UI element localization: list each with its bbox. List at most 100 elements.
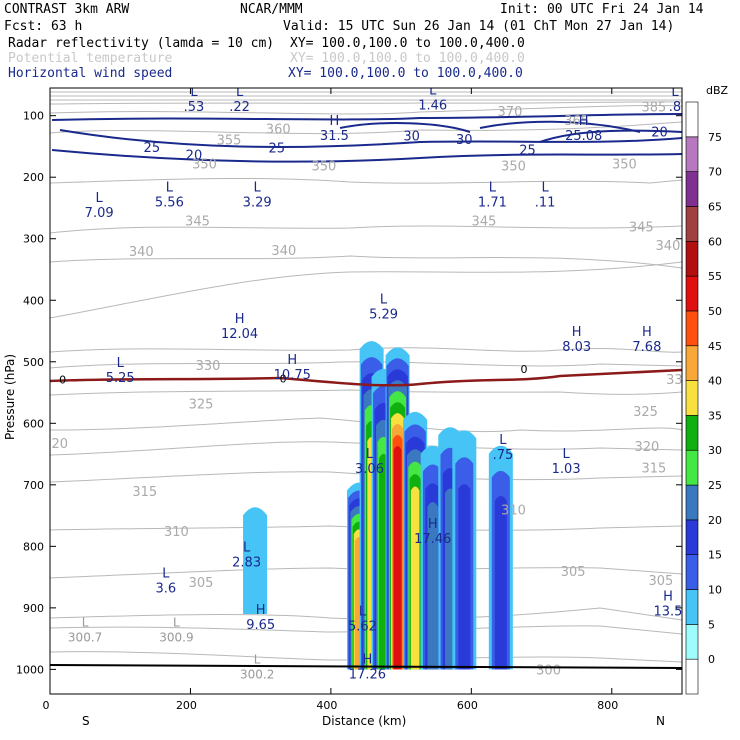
theta-extremum-value: 300.2 bbox=[240, 667, 274, 681]
field-reflectivity-xy: XY= 100.0,100.0 to 100.0,400.0 bbox=[290, 36, 525, 51]
wind-extremum-marker: L bbox=[166, 181, 174, 196]
header-title: CONTRAST 3km ARW bbox=[4, 2, 129, 17]
reflectivity-cell bbox=[458, 484, 471, 670]
field-theta-name: Potential temperature bbox=[8, 51, 173, 66]
colorbar-swatch bbox=[685, 449, 699, 486]
wind-extremum-value: 3.6 bbox=[156, 581, 177, 596]
wind-extremum-value: 31.5 bbox=[320, 129, 349, 144]
wind-extremum-value: 8.03 bbox=[562, 340, 591, 355]
colorbar-label: 75 bbox=[708, 131, 722, 144]
theta-contour-label: 385 bbox=[641, 100, 666, 115]
wind-extremum-value: 5.29 bbox=[369, 307, 398, 322]
wind-extremum-marker: L bbox=[671, 85, 679, 100]
wind-contour-lines bbox=[51, 113, 682, 163]
y-tick-label: 800 bbox=[23, 540, 44, 553]
wind-extremum-value: 12.04 bbox=[221, 327, 258, 342]
colorbar-label: 30 bbox=[708, 444, 722, 457]
theta-contour-label: 305 bbox=[561, 565, 586, 580]
colorbar-title: dBZ bbox=[706, 84, 729, 97]
wind-extremum-value: 25.08 bbox=[565, 129, 602, 144]
colorbar-label: 55 bbox=[708, 270, 722, 283]
wind-extremum-marker: L bbox=[243, 540, 251, 555]
wind-extremum-value: 5.25 bbox=[106, 371, 135, 386]
y-tick-label: 700 bbox=[23, 479, 44, 492]
colorbar-swatch bbox=[685, 380, 699, 416]
wind-extremum-marker: H bbox=[363, 652, 373, 667]
wind-contour-label: 20 bbox=[651, 126, 668, 141]
reflectivity-cells bbox=[243, 341, 513, 670]
theta-contour-label: 320 bbox=[43, 437, 68, 452]
colorbar-label: 10 bbox=[708, 584, 722, 597]
theta-extremum-marker: L bbox=[82, 615, 89, 629]
reflectivity-cell bbox=[393, 445, 402, 670]
theta-contour-label: 330 bbox=[666, 373, 691, 388]
theta-extremum-value: 300.9 bbox=[159, 630, 193, 644]
colorbar-label: 50 bbox=[708, 305, 722, 318]
wind-contour-label: 20 bbox=[186, 148, 203, 163]
header-org: NCAR/MMM bbox=[240, 2, 303, 17]
wind-extremum-marker: H bbox=[235, 312, 245, 327]
wind-extremum-value: 9.65 bbox=[246, 618, 275, 633]
wind-contour-label: 30 bbox=[403, 129, 420, 144]
colorbar-swatch bbox=[685, 206, 699, 242]
y-axis-label: Pressure (hPa) bbox=[3, 354, 17, 440]
x-tick-label: 400 bbox=[316, 699, 337, 712]
wind-contour-label: 25 bbox=[519, 144, 536, 159]
wind-extremum-marker: H bbox=[572, 325, 582, 340]
wind-extremum-marker: H bbox=[642, 325, 652, 340]
wind-extremum-marker: L bbox=[429, 83, 437, 98]
wind-extremum-marker: L bbox=[489, 181, 497, 196]
theta-contour-label: 345 bbox=[185, 214, 210, 229]
wind-extremum-marker: H bbox=[428, 517, 438, 532]
theta-contour-label: 325 bbox=[189, 398, 214, 413]
y-tick-label: 200 bbox=[23, 171, 44, 184]
field-wind-name: Horizontal wind speed bbox=[8, 66, 172, 81]
wind-extremum-value: 2.83 bbox=[232, 555, 261, 570]
y-tick-label: 400 bbox=[23, 294, 44, 307]
wind-extremum-value: .8 bbox=[669, 100, 681, 115]
theta-contour-label: 355 bbox=[217, 134, 242, 149]
theta-extremum-marker: L bbox=[173, 615, 180, 629]
wind-extremum-marker: L bbox=[499, 433, 507, 448]
colorbar-swatch bbox=[685, 484, 699, 521]
colorbar-label: 20 bbox=[708, 514, 722, 527]
field-reflectivity-name: Radar reflectivity (lamda = 10 cm) bbox=[8, 36, 274, 51]
colorbar-swatch bbox=[685, 345, 699, 381]
y-tick-label: 900 bbox=[23, 602, 44, 615]
reflectivity-cell bbox=[410, 486, 420, 670]
theta-contour-label: 365 bbox=[564, 114, 589, 129]
wind-extremum-value: 7.09 bbox=[85, 206, 114, 221]
theta-contour-label: 310 bbox=[501, 503, 526, 518]
colorbar-swatch bbox=[685, 519, 699, 556]
theta-contour-label: 345 bbox=[629, 220, 654, 235]
freezing-level-label: 0 bbox=[280, 372, 287, 385]
colorbar-label: 65 bbox=[708, 200, 722, 213]
wind-extremum-value: .75 bbox=[493, 448, 514, 463]
theta-contour-label: 350 bbox=[612, 158, 637, 173]
reflectivity-cell bbox=[494, 495, 507, 670]
x-tick-label: 600 bbox=[457, 699, 478, 712]
colorbar-label: 45 bbox=[708, 340, 722, 353]
axes: 0 200 400 600 800100200300400500600700800900… bbox=[16, 88, 682, 712]
wind-extremum-marker: L bbox=[366, 447, 374, 462]
colorbar: dBZ 0 5 10 15 20 25 30 35 40 45 50 55 60 65 70 75 bbox=[685, 84, 729, 695]
wind-extremum-value: 13.5 bbox=[653, 605, 682, 620]
wind-extremum-marker: L bbox=[254, 181, 262, 196]
colorbar-label: 40 bbox=[708, 375, 722, 388]
colorbar-label: 60 bbox=[708, 235, 722, 248]
x-tick-label: 200 bbox=[176, 699, 197, 712]
wind-contour-label: 25 bbox=[144, 141, 161, 156]
wind-extremum-marker: H bbox=[330, 114, 340, 129]
wind-extremum-value: 7.68 bbox=[632, 340, 661, 355]
wind-extremum-marker: L bbox=[359, 604, 367, 619]
field-theta-xy: XY= 100.0,100.0 to 100.0,400.0 bbox=[290, 51, 525, 66]
freezing-level-line: 0 0 0 bbox=[50, 363, 682, 387]
wind-extremum-marker: H bbox=[579, 114, 589, 129]
wind-extremum-value: 3.29 bbox=[243, 196, 272, 211]
theta-contour-label: 330 bbox=[196, 359, 221, 374]
wind-extremum-marker: L bbox=[96, 191, 104, 206]
wind-extremum-value: 5.62 bbox=[348, 619, 377, 634]
theta-contour-label: 340 bbox=[656, 239, 681, 254]
theta-contour-label: 315 bbox=[132, 485, 157, 500]
